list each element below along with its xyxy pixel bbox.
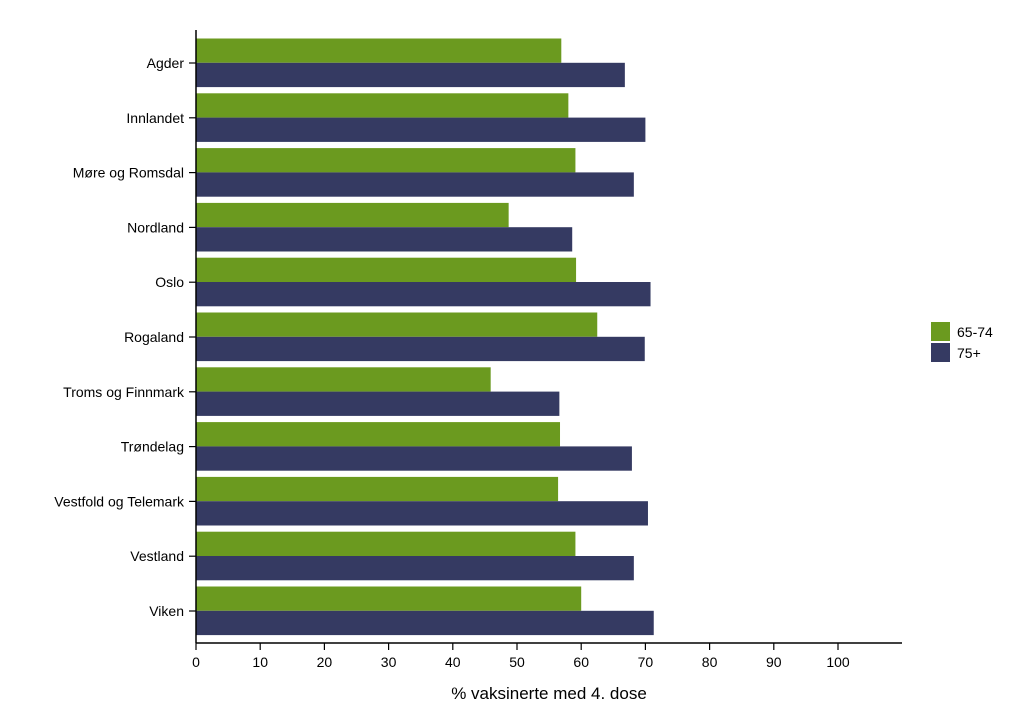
bar-75-4 (196, 282, 651, 307)
bar-75-1 (196, 117, 646, 142)
y-tick-label: Agder (147, 55, 185, 71)
x-tick-label: 70 (638, 654, 654, 670)
bar-6574-3 (196, 202, 509, 228)
y-tick-label: Innlandet (126, 110, 184, 126)
y-tick-label: Vestland (130, 548, 184, 564)
bar-6574-10 (196, 586, 582, 611)
x-tick-label: 100 (826, 654, 850, 670)
legend-label: 75+ (957, 345, 981, 361)
bar-6574-6 (196, 367, 491, 392)
bar-6574-2 (196, 148, 576, 173)
y-tick-label: Vestfold og Telemark (54, 493, 185, 509)
x-tick-label: 30 (381, 654, 397, 670)
y-axis-ticks: Agder Innlandet Møre og Romsdal Nordland Osl… (54, 55, 196, 619)
x-tick-label: 40 (445, 654, 461, 670)
bar-6574-4 (196, 257, 577, 282)
bar-6574-9 (196, 531, 576, 556)
x-tick-label: 0 (192, 654, 200, 670)
y-tick-label: Viken (149, 603, 184, 619)
bar-6574-5 (196, 312, 598, 337)
bar-6574-8 (196, 476, 559, 502)
bar-75-3 (196, 227, 573, 252)
bar-75-10 (196, 610, 654, 636)
x-tick-label: 10 (252, 654, 268, 670)
legend-swatch (931, 322, 950, 341)
x-tick-label: 80 (702, 654, 718, 670)
bar-75-8 (196, 501, 648, 526)
y-tick-label: Møre og Romsdal (73, 165, 184, 181)
legend-swatch (931, 343, 950, 362)
bar-75-7 (196, 446, 632, 471)
x-tick-label: 60 (573, 654, 589, 670)
x-axis-ticks: 0 10 20 30 40 50 60 70 80 90 100 (192, 643, 850, 670)
y-tick-label: Troms og Finnmark (63, 384, 185, 400)
bar-75-5 (196, 336, 645, 362)
x-tick-label: 20 (317, 654, 333, 670)
bar-6574-1 (196, 93, 569, 118)
x-axis-title: % vaksinerte med 4. dose (451, 684, 647, 703)
bar-6574-0 (196, 38, 562, 63)
x-tick-label: 90 (766, 654, 782, 670)
y-tick-label: Nordland (127, 219, 184, 235)
y-tick-label: Rogaland (124, 329, 184, 345)
legend: 65-74 75+ (931, 322, 993, 362)
x-tick-label: 50 (509, 654, 525, 670)
bars-group (196, 38, 654, 636)
bar-75-2 (196, 172, 634, 197)
y-tick-label: Oslo (155, 274, 184, 290)
bar-75-9 (196, 556, 634, 581)
bar-75-6 (196, 391, 560, 416)
y-tick-label: Trøndelag (121, 439, 184, 455)
legend-label: 65-74 (957, 324, 993, 340)
bar-6574-7 (196, 422, 561, 447)
bar-75-0 (196, 62, 625, 88)
